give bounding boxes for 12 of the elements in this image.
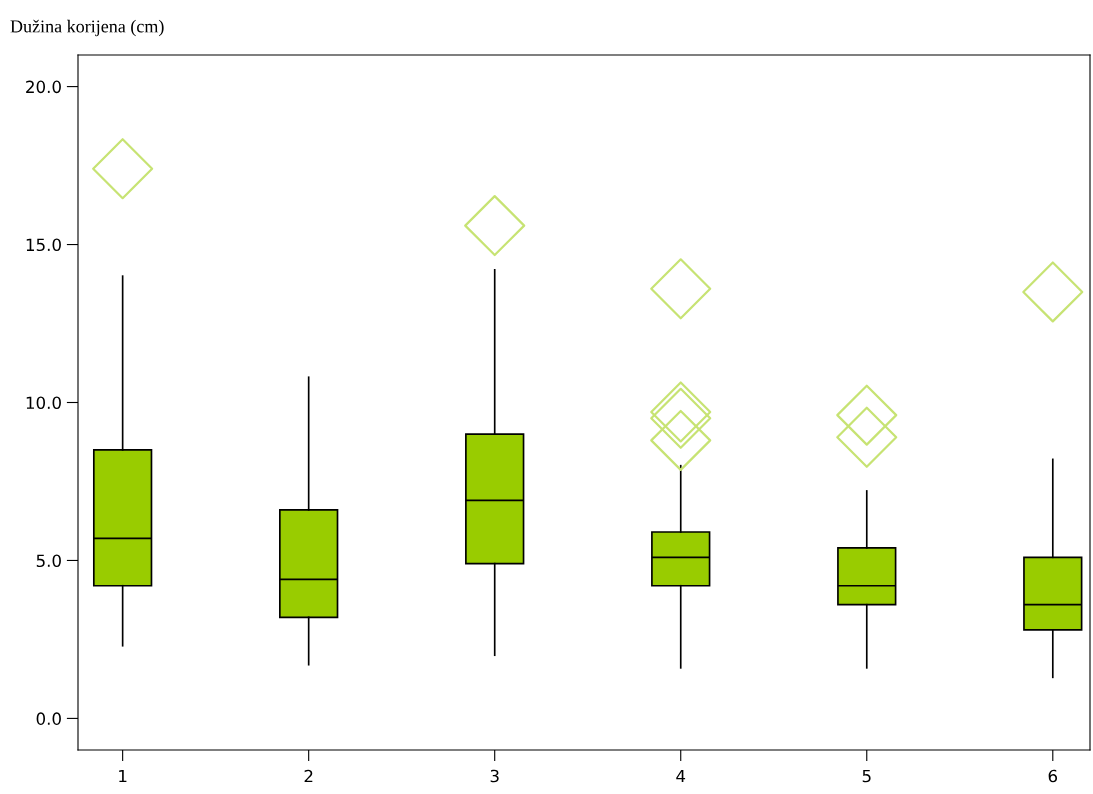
x-tick-label: 6 xyxy=(1048,769,1058,783)
y-tick-label: 20.0 xyxy=(26,80,61,94)
y-tick-label: 5.0 xyxy=(36,554,61,568)
x-tick-label: 4 xyxy=(676,769,686,783)
y-tick-label: 15.0 xyxy=(26,238,61,252)
x-tick-label: 3 xyxy=(490,769,499,783)
y-tick-label: 10.0 xyxy=(26,396,61,410)
x-tick-label: 2 xyxy=(304,769,313,783)
x-tick-label: 5 xyxy=(862,769,871,783)
x-tick-label: 1 xyxy=(119,769,127,783)
y-axis-title: Dužina korijena (cm) xyxy=(10,19,164,37)
y-tick-label: 0.0 xyxy=(36,712,61,725)
